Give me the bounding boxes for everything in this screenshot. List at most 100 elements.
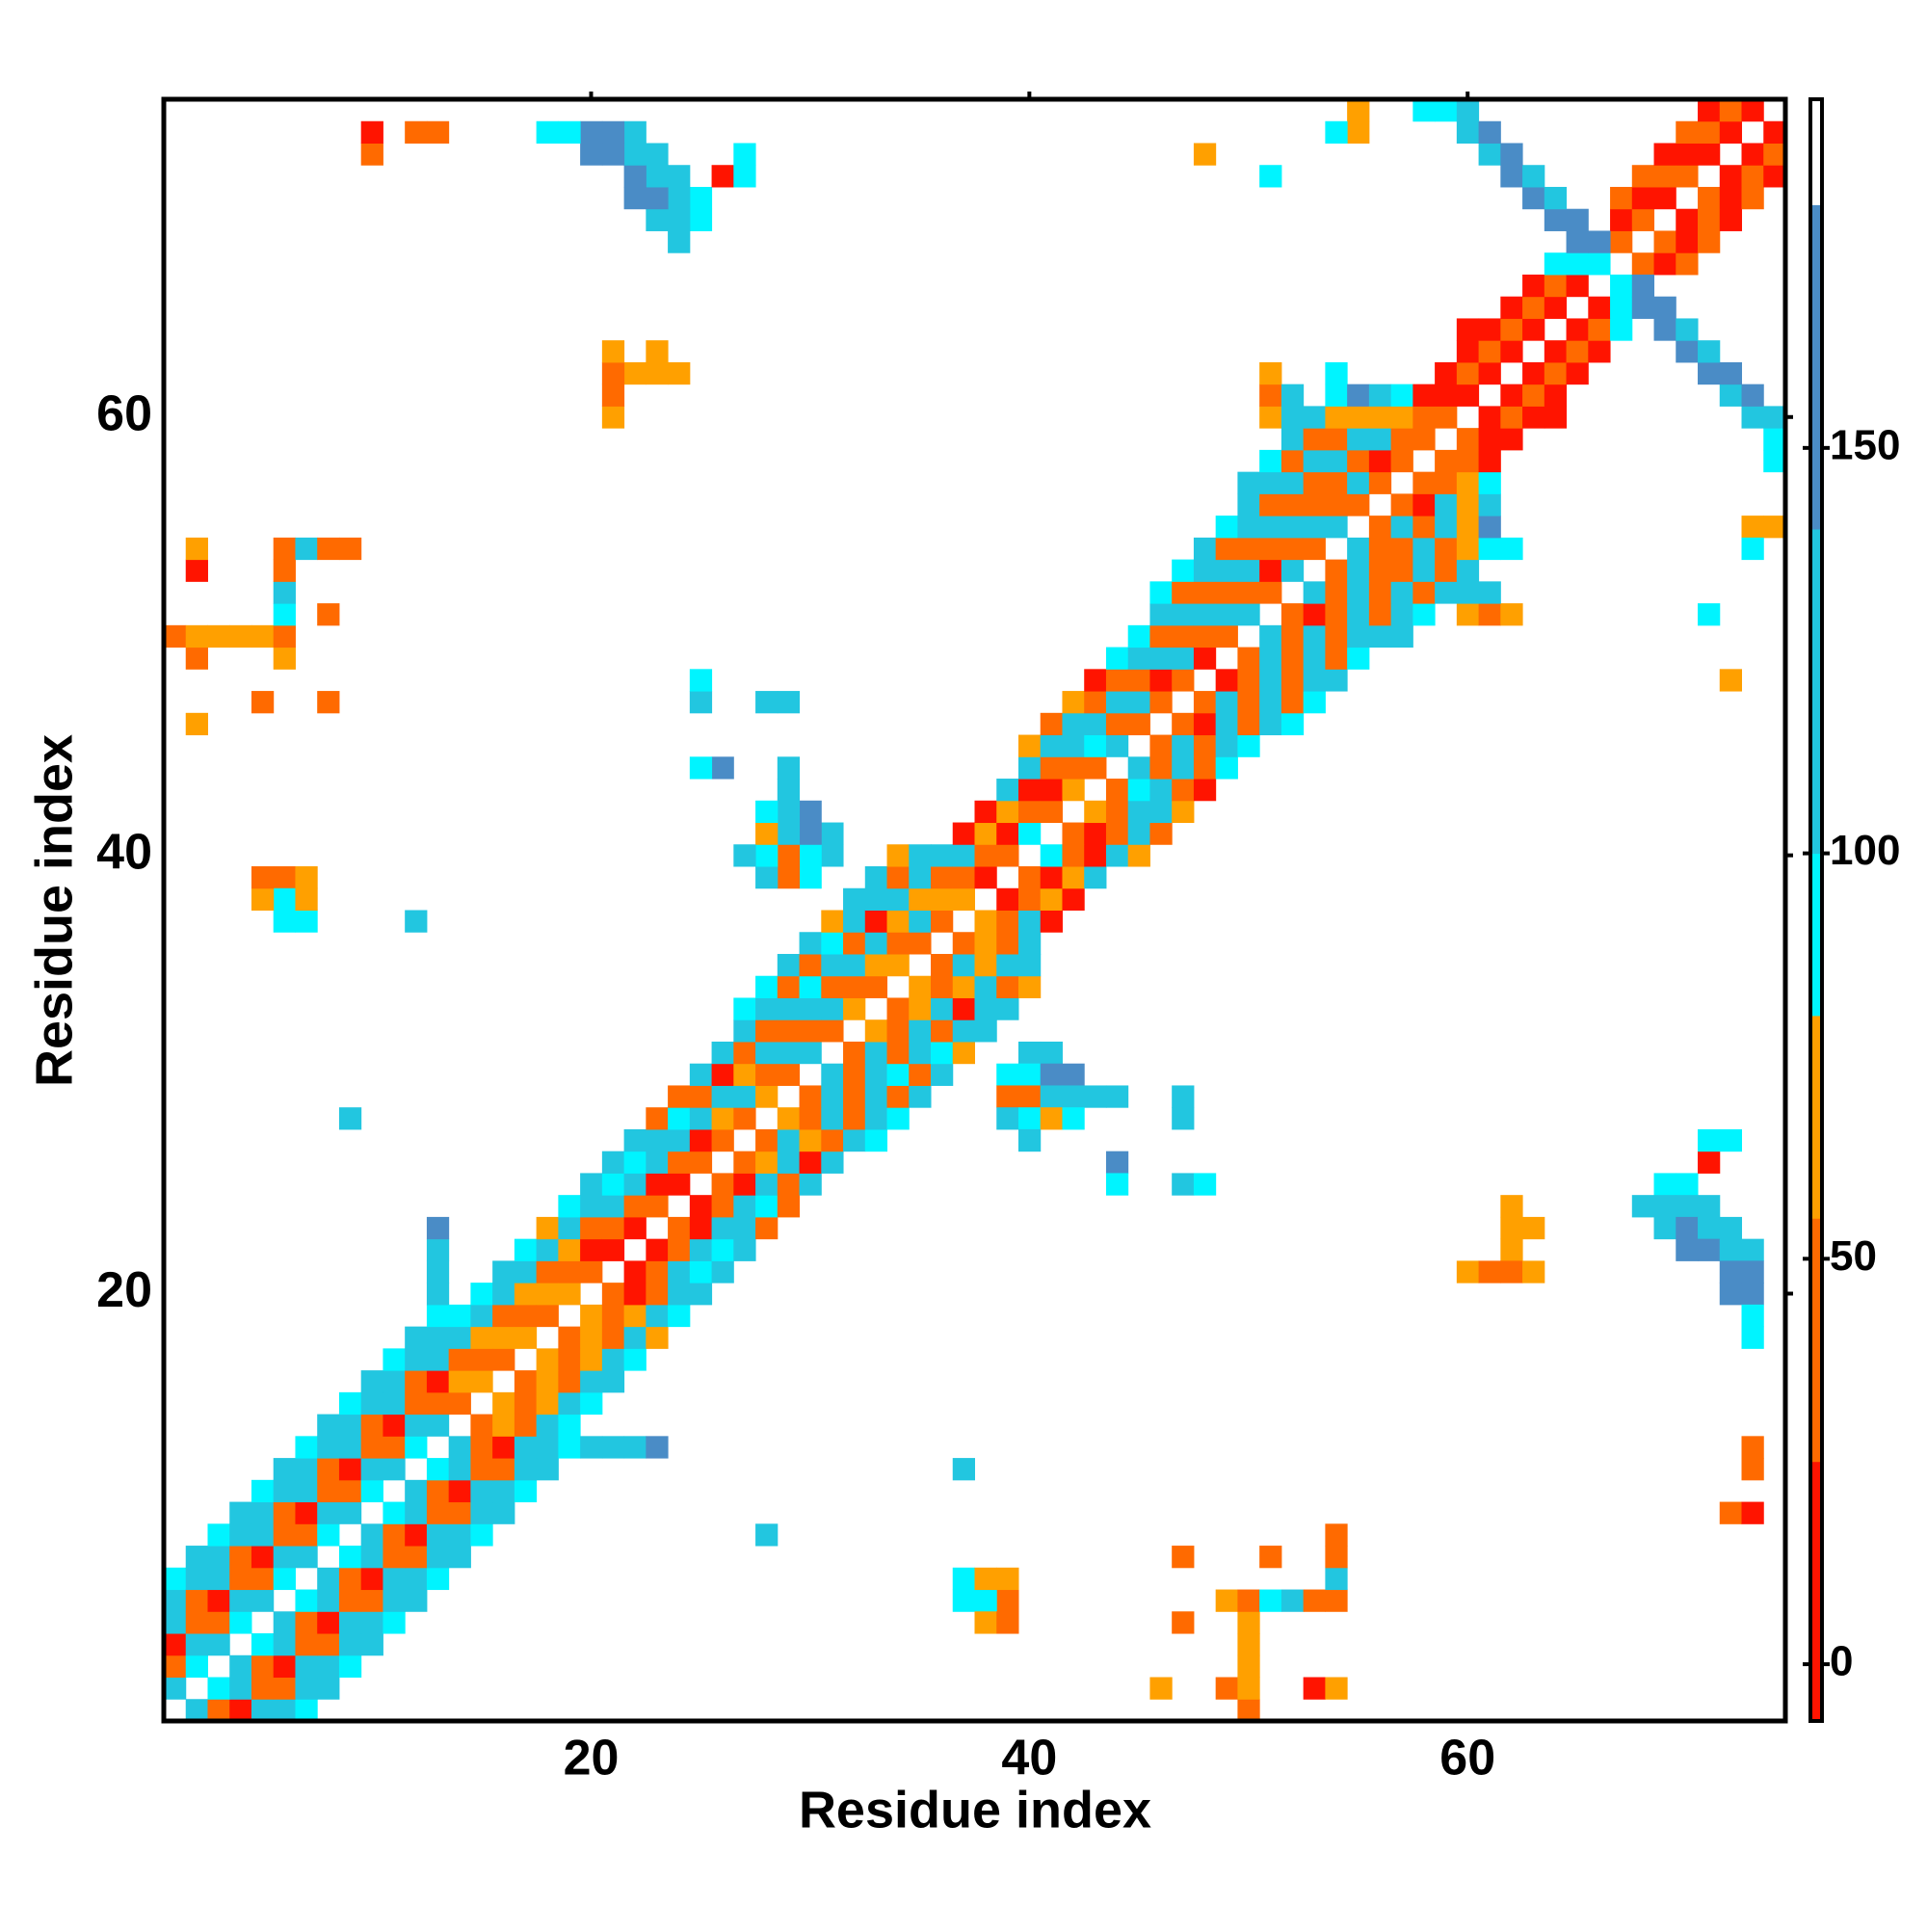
cell [733,1041,756,1065]
cell [470,1348,493,1371]
cell [646,1151,669,1174]
cell [492,1348,515,1371]
cell [229,1501,252,1524]
cell [514,1326,538,1349]
cell [668,165,691,188]
cell [646,1283,669,1306]
cell [799,1041,822,1065]
cell [1500,296,1523,319]
cell [470,1501,493,1524]
cell [755,844,779,867]
cell [689,669,713,692]
cell [1719,1283,1743,1306]
cell [185,1546,208,1569]
cell [185,647,208,670]
cell [1719,1501,1743,1524]
cell [405,1589,428,1612]
cell [338,1633,362,1656]
cell [1412,428,1436,451]
cell [273,559,296,582]
cell [755,1216,779,1240]
cell [405,1436,428,1459]
cell [360,1414,383,1437]
cell [448,1436,471,1459]
cell [1062,887,1085,911]
cell [1698,603,1721,626]
cell [1062,1085,1085,1108]
cell [536,1283,559,1306]
cell [536,1414,559,1437]
cell [711,1063,734,1086]
cell [689,1107,713,1130]
cell [996,910,1019,933]
cell [952,1019,975,1043]
cell [711,756,734,780]
cell [317,1611,340,1634]
cell [1172,624,1195,648]
cell [558,1195,581,1218]
cell [931,844,954,867]
cell [536,1348,559,1371]
cell [1390,624,1413,648]
cell [886,1107,910,1130]
cell [1719,208,1743,231]
cell [383,1546,406,1569]
cell [646,208,669,231]
cell [405,1479,428,1503]
cell [668,1260,691,1284]
cell [952,953,975,977]
cell [536,1304,559,1328]
cell [360,1567,383,1591]
cell [448,1501,471,1524]
cell [1105,1085,1129,1108]
cell [646,1128,669,1152]
colorbar-segment [1810,853,1822,1017]
cell [405,1391,428,1416]
cell [1741,1326,1764,1349]
cell [1347,624,1370,648]
cell [1040,1041,1063,1065]
cell [711,1085,734,1108]
cell [1017,756,1042,780]
colorbar-frame [1808,97,1824,1723]
cell [1193,734,1217,757]
cell [383,1391,406,1416]
cell [996,779,1019,802]
cell [1347,537,1370,561]
cell [1566,208,1589,231]
cell [1084,691,1107,714]
cell [295,1458,318,1481]
cell [601,384,625,407]
cell [558,1326,581,1349]
cell [1478,493,1501,516]
cell [185,1611,208,1634]
cell [1368,624,1392,648]
cell [1412,471,1436,494]
cell [251,1501,275,1524]
cell [864,1041,888,1065]
cell [1062,822,1085,845]
cell [711,1107,734,1130]
cell [777,779,801,802]
cell [755,1151,779,1174]
cell [1763,165,1786,188]
cell [821,975,844,998]
cell [1149,822,1173,845]
cell [470,1370,493,1393]
cell [886,932,910,955]
cell [1215,712,1238,736]
cell [426,1501,450,1524]
cell [1390,559,1413,582]
cell [1325,1589,1348,1612]
cell [799,953,822,977]
cell [1500,340,1523,363]
cell [492,1326,515,1349]
cell [1763,406,1786,429]
cell [360,143,383,166]
cell [207,1611,230,1634]
cell [799,975,822,998]
cell [755,1041,779,1065]
cell [1325,1523,1348,1547]
cell [1325,120,1348,144]
cell [229,1589,252,1612]
